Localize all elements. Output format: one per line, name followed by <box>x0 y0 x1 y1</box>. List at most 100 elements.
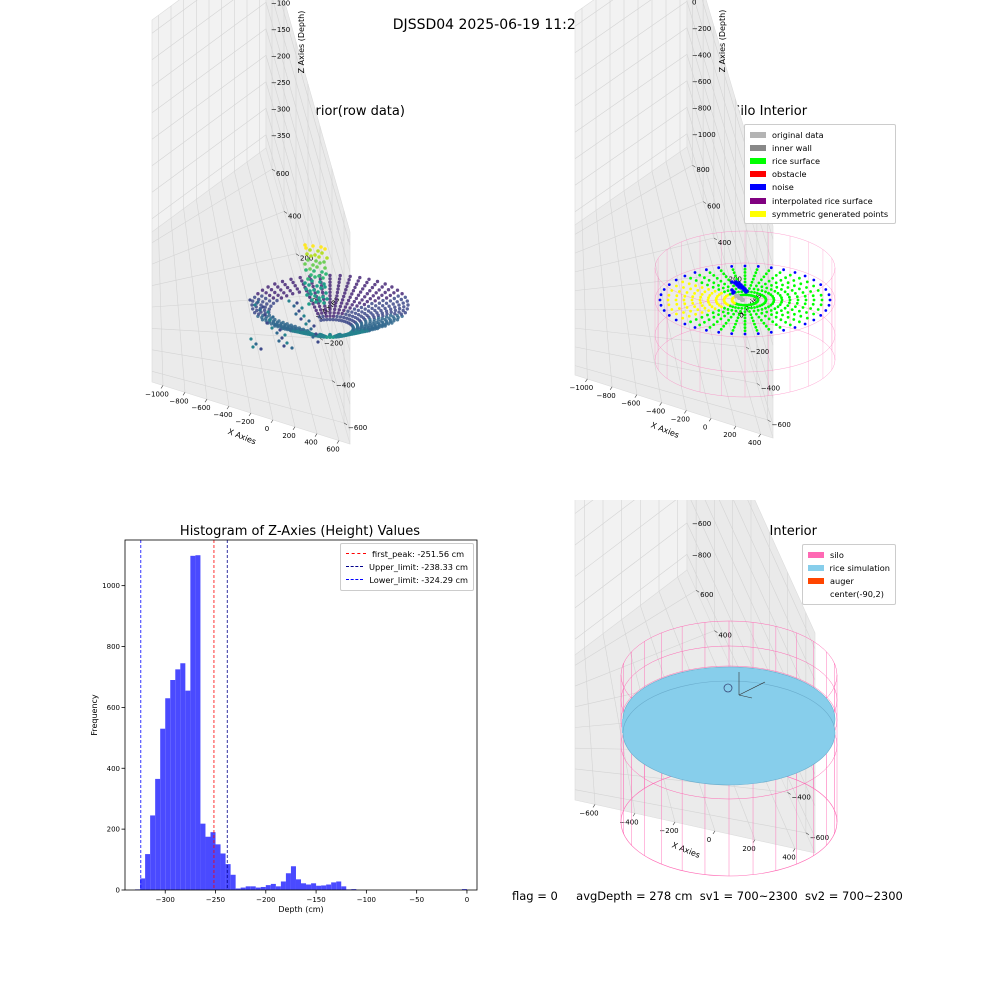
p4-grid-z <box>574 500 635 546</box>
p1-point <box>366 304 371 309</box>
p1-point <box>328 287 332 291</box>
p1-point <box>368 289 372 293</box>
p1-point <box>325 297 329 301</box>
p1-point <box>391 302 395 306</box>
p1-grid-z <box>151 108 267 193</box>
p1-point <box>379 308 383 313</box>
histogram-title: Histogram of Z-Axies (Height) Values <box>179 524 421 539</box>
p1-grid-z <box>265 2 351 299</box>
p2-point <box>703 306 707 310</box>
p4-y-tick <box>787 792 791 795</box>
p2-point <box>816 289 820 292</box>
p2-point <box>722 272 726 276</box>
p2-point <box>743 267 747 271</box>
histogram-bar <box>331 882 337 890</box>
p2-point <box>696 289 700 292</box>
p4-y-tick-label: 600 <box>700 591 713 599</box>
p4-x-tick-label: −600 <box>579 809 598 817</box>
p2-point <box>805 311 808 314</box>
p2-point <box>682 286 685 289</box>
p2-noise-point <box>737 281 741 285</box>
p1-point <box>261 300 265 304</box>
p1-point <box>405 299 409 303</box>
p2-point <box>751 277 755 281</box>
p2-point <box>720 291 723 295</box>
p2-grid-x <box>609 200 638 395</box>
p1-point <box>346 309 350 313</box>
p1-point <box>324 314 329 318</box>
histogram-bar <box>165 698 171 890</box>
p2-x-tick-label: 400 <box>748 439 761 447</box>
p2-point <box>764 324 768 328</box>
p2-point <box>811 294 815 298</box>
p2-point <box>748 310 751 313</box>
p1-point <box>340 311 344 316</box>
p2-point <box>667 293 671 297</box>
histogram-legend-item: Upper_limit: -238.33 cm <box>346 560 468 573</box>
p1-point <box>328 273 332 278</box>
p4-grid-z <box>718 500 816 712</box>
p2-point <box>753 274 756 278</box>
p1-point <box>345 302 349 306</box>
p2-point <box>782 268 785 272</box>
p2-grid-y <box>574 237 714 273</box>
p2-point <box>760 285 764 289</box>
p2-point <box>767 279 771 283</box>
p2-point <box>678 290 681 293</box>
p1-point <box>333 307 337 312</box>
p2-point <box>743 329 747 333</box>
histogram-legend-item: Lower_limit: -324.29 cm <box>346 573 468 586</box>
p2-point <box>753 306 756 309</box>
p1-grid-z <box>272 0 351 272</box>
p1-point <box>270 326 274 330</box>
p2-y-tick-label: −400 <box>761 384 780 392</box>
p2-point <box>770 313 773 316</box>
p1-point <box>307 319 311 323</box>
p2-point <box>723 314 726 318</box>
p2-point <box>705 328 708 332</box>
p1-point <box>397 306 402 311</box>
p1-y-tick-label: −600 <box>348 424 367 432</box>
p1-point <box>297 290 302 294</box>
p1-point <box>311 302 315 306</box>
p1-point <box>251 307 255 311</box>
p1-point <box>294 312 298 316</box>
p1-y-tick-label: 0 <box>312 297 316 305</box>
p2-point <box>798 287 801 291</box>
p1-point <box>343 291 347 295</box>
p2-point <box>743 313 747 317</box>
p1-point <box>253 303 257 307</box>
p1-point <box>401 301 405 305</box>
histogram-bar <box>170 680 176 890</box>
p1-point <box>328 294 332 298</box>
p1-grid-y <box>151 168 273 243</box>
histogram-legend-item: first_peak: -251.56 cm <box>346 547 468 560</box>
p1-point <box>320 270 324 274</box>
p1-point <box>312 288 316 292</box>
histogram-bar <box>175 669 181 890</box>
p2-point <box>788 295 791 299</box>
p4-y-tick-label: 400 <box>718 632 731 640</box>
p2-point <box>717 303 721 307</box>
p1-point <box>267 299 272 303</box>
p2-grid-x <box>651 171 712 419</box>
p2-point <box>743 303 747 307</box>
p1-point <box>402 305 406 309</box>
p2-point <box>693 326 697 329</box>
p1-point <box>383 282 387 286</box>
p2-point <box>780 309 783 312</box>
p1-point <box>306 330 310 334</box>
histogram-bar <box>160 728 166 890</box>
p2-point <box>760 289 764 292</box>
p4-legend-label: rice simulation <box>829 562 890 573</box>
p1-point <box>328 283 332 288</box>
p1-point <box>314 308 318 313</box>
p1-point <box>344 312 348 316</box>
p2-point <box>723 290 726 294</box>
histogram-bar <box>200 823 206 890</box>
p2-grid-z <box>574 107 688 186</box>
p1-point <box>312 269 316 273</box>
p1-point <box>304 268 308 272</box>
p2-y-tick <box>692 164 696 168</box>
p1-point <box>336 287 340 291</box>
